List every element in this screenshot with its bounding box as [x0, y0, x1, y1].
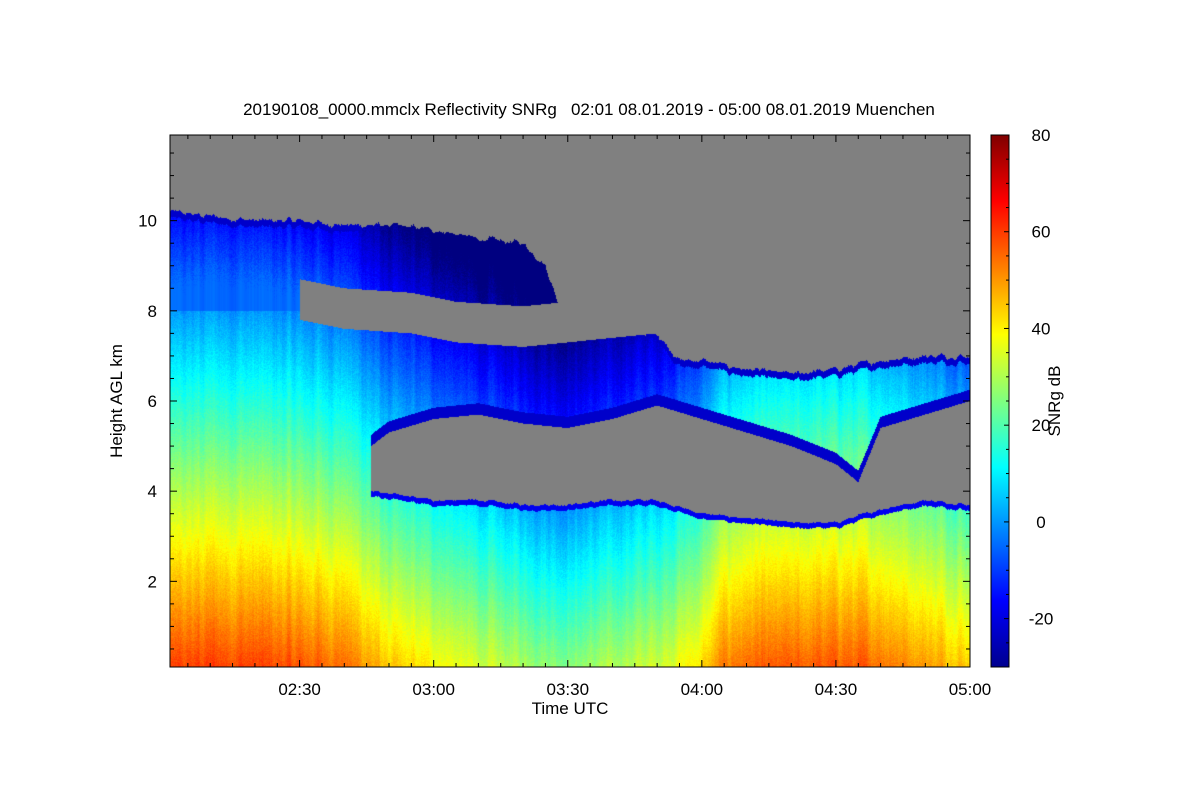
colorbar: -20 0 20 40 60 80 SNRg dB [990, 126, 1064, 668]
colorbar-tick-label: -20 [1029, 610, 1054, 629]
colorbar-tick-label: 40 [1032, 319, 1051, 338]
y-tick-label: 8 [148, 302, 157, 321]
x-tick-label: 02:30 [278, 680, 321, 699]
x-tick-label: 04:30 [815, 680, 858, 699]
colorbar-axis: -20 0 20 40 60 80 [1004, 126, 1054, 668]
colorbar-tick-label: 80 [1032, 126, 1051, 145]
heatmap-image [170, 135, 970, 667]
x-tick-label: 03:00 [412, 680, 455, 699]
x-tick-label: 03:30 [546, 680, 589, 699]
y-axis: 2 4 6 8 10 [138, 152, 970, 650]
plot-area [170, 135, 970, 667]
x-axis-label: Time UTC [532, 699, 609, 718]
colorbar-tick-label: 0 [1036, 513, 1045, 532]
colorbar-tick-label: 20 [1032, 416, 1051, 435]
y-tick-label: 4 [148, 482, 157, 501]
y-tick-label: 2 [148, 572, 157, 591]
y-tick-label: 10 [138, 212, 157, 231]
x-axis: 02:30 03:00 03:30 04:00 04:30 05:00 [187, 135, 992, 699]
y-tick-label: 6 [148, 392, 157, 411]
y-axis-label: Height AGL km [107, 344, 126, 458]
x-tick-label: 04:00 [681, 680, 724, 699]
colorbar-tick-label: 60 [1032, 223, 1051, 242]
chart-title: 20190108_0000.mmclx Reflectivity SNRg 02… [243, 100, 935, 119]
x-tick-label: 05:00 [949, 680, 992, 699]
colorbar-label: SNRg dB [1045, 366, 1064, 437]
